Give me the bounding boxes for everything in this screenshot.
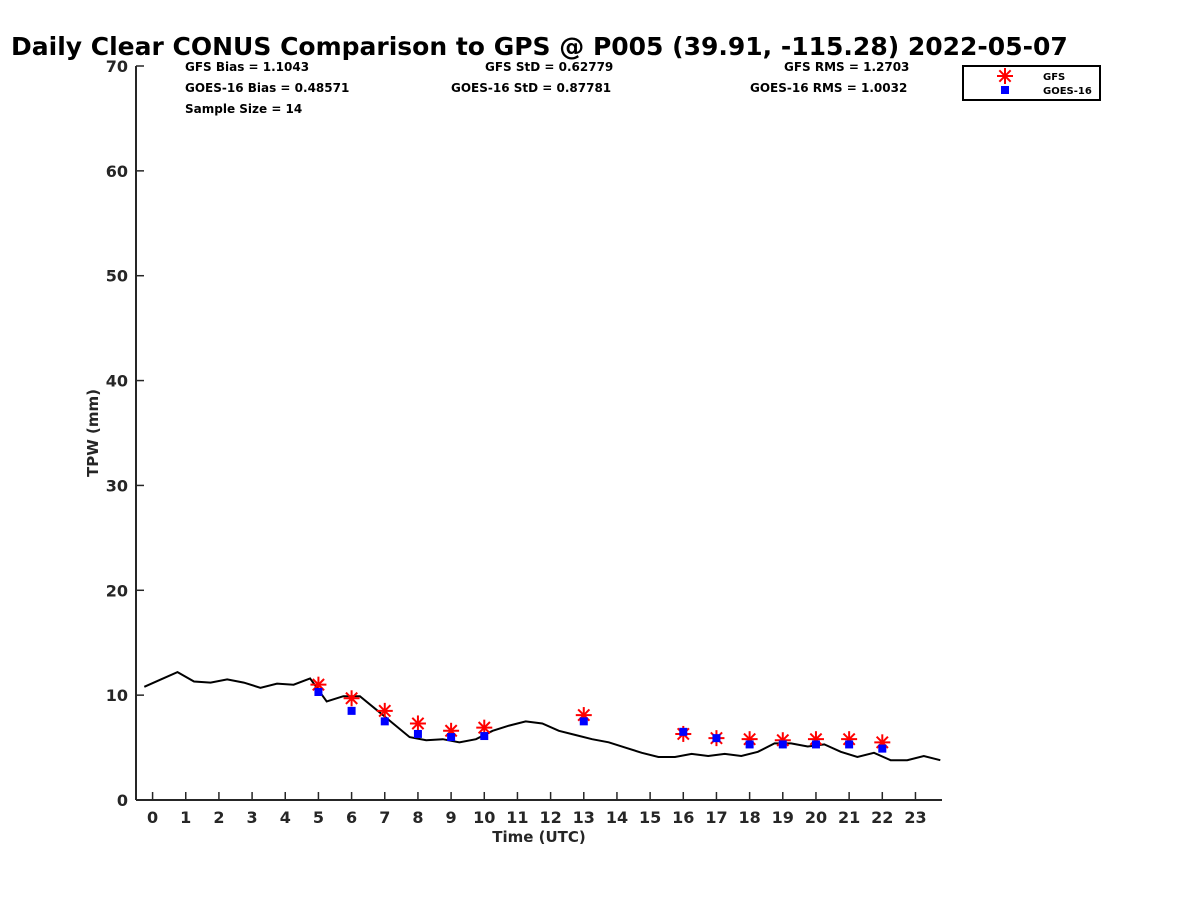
goes-point <box>480 732 489 741</box>
legend-label-gfs: GFS <box>1043 72 1065 83</box>
star-stroke <box>477 721 491 735</box>
y-tick-label: 30 <box>106 476 128 495</box>
goes-point <box>380 717 389 726</box>
legend-box <box>962 65 1101 101</box>
gfs-std-stat: GFS StD = 0.62779 <box>485 60 613 74</box>
x-tick-label: 9 <box>446 808 457 827</box>
x-tick-label: 14 <box>606 808 628 827</box>
y-tick-label: 10 <box>106 686 128 705</box>
sample-size-stat: Sample Size = 14 <box>185 102 302 116</box>
x-tick-label: 10 <box>473 808 495 827</box>
x-tick-label: 11 <box>506 808 528 827</box>
goes-point <box>778 740 787 749</box>
x-tick-label: 4 <box>280 808 291 827</box>
legend-markers <box>997 68 1013 94</box>
x-tick-label: 2 <box>213 808 224 827</box>
legend-goes-marker <box>1001 86 1009 94</box>
goes-point <box>679 727 688 736</box>
gfs-rms-stat: GFS RMS = 1.2703 <box>784 60 909 74</box>
x-tick-label: 22 <box>871 808 893 827</box>
goes-point <box>845 740 854 749</box>
y-tick-label: 0 <box>117 791 128 810</box>
goes-bias-stat: GOES-16 Bias = 0.48571 <box>185 81 349 95</box>
gps-line <box>143 670 941 762</box>
x-tick-label: 3 <box>247 808 258 827</box>
marker-layer <box>310 676 891 753</box>
star-stroke <box>345 691 358 705</box>
gfs-point <box>343 690 360 707</box>
x-tick-label: 19 <box>772 808 794 827</box>
star-stroke <box>998 69 1012 83</box>
y-tick-label: 40 <box>106 372 128 391</box>
x-tick-label: 8 <box>412 808 423 827</box>
goes-point <box>347 706 356 715</box>
y-tick-label: 60 <box>106 162 128 181</box>
goes-point <box>579 717 588 726</box>
goes-point <box>745 740 754 749</box>
x-tick-label: 12 <box>539 808 561 827</box>
y-axis-label: TPW (mm) <box>84 389 102 477</box>
goes-std-stat: GOES-16 StD = 0.87781 <box>451 81 611 95</box>
goes-rms-stat: GOES-16 RMS = 1.0032 <box>750 81 907 95</box>
y-tick-label: 20 <box>106 581 128 600</box>
x-tick-label: 20 <box>805 808 827 827</box>
x-tick-label: 16 <box>672 808 694 827</box>
gfs-point <box>409 715 426 732</box>
y-tick-label: 70 <box>106 57 128 76</box>
x-tick-label: 15 <box>639 808 661 827</box>
goes-point <box>314 687 323 696</box>
star-stroke <box>378 704 392 718</box>
goes-point <box>712 734 721 743</box>
x-tick-label: 13 <box>573 808 595 827</box>
axis-ticks: 0 1 2 3 4 5 6 7 8 9 10 11 12 13 14 15 16 17 18 19 20 21 22 2301… <box>106 57 927 827</box>
x-axis-label: Time (UTC) <box>492 828 586 846</box>
x-tick-label: 23 <box>904 808 926 827</box>
goes-point <box>811 740 820 749</box>
goes-point <box>878 744 887 753</box>
x-tick-label: 0 <box>147 808 158 827</box>
gfs-point <box>376 702 393 719</box>
x-tick-label: 6 <box>346 808 357 827</box>
goes-point <box>413 729 422 738</box>
y-tick-label: 50 <box>106 267 128 286</box>
x-tick-label: 18 <box>738 808 760 827</box>
chart-title: Daily Clear CONUS Comparison to GPS @ P0… <box>11 32 1068 61</box>
legend: GFS GOES-16 <box>962 65 1101 101</box>
legend-label-goes: GOES-16 <box>1043 86 1092 97</box>
x-tick-label: 17 <box>705 808 727 827</box>
x-tick-label: 7 <box>379 808 390 827</box>
goes-point <box>447 733 456 742</box>
gps-line-layer <box>143 670 941 762</box>
x-tick-label: 21 <box>838 808 860 827</box>
x-tick-label: 5 <box>313 808 324 827</box>
x-tick-label: 1 <box>180 808 191 827</box>
gfs-bias-stat: GFS Bias = 1.1043 <box>185 60 309 74</box>
star-stroke <box>411 717 425 730</box>
legend-gfs-marker <box>997 68 1013 84</box>
